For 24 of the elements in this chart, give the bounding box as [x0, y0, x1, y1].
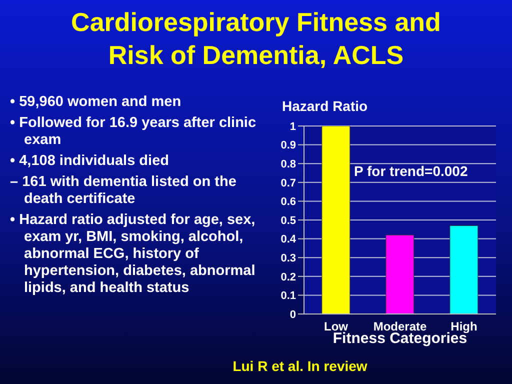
y-tick-label: 0.8	[280, 158, 296, 171]
bar	[450, 225, 478, 314]
text: – 161 with dementia listed on the death certificate	[10, 174, 238, 208]
y-tick-label: 0	[290, 308, 296, 321]
y-tick-label: 0.2	[280, 271, 296, 284]
y-tick-label: 0.1	[280, 290, 296, 302]
y-tick-label: 0.7	[280, 177, 296, 190]
y-tick-label: 0.4	[280, 234, 297, 246]
y-tick-label: 1	[290, 120, 296, 133]
x-tick-label: Moderate	[373, 320, 427, 334]
y-tick-label: 0.3	[280, 252, 296, 265]
bar	[322, 126, 350, 314]
text: • 4,108 individuals died	[10, 153, 170, 170]
y-tick-label: 0.9	[280, 140, 296, 152]
text: Lui R et al. In review	[232, 358, 368, 374]
chart-title: Cardiorespiratory Fitness and Risk of Dementia, ACLS	[70, 6, 442, 72]
text: • 59,960 women and men	[10, 94, 182, 111]
y-tick-label: 0.5	[280, 214, 296, 227]
y-tick-label: 0.6	[280, 196, 296, 208]
y-axis-title: Hazard Ratio	[282, 98, 368, 114]
bar	[386, 234, 414, 314]
text: • Hazard ratio adjusted for age, sex, exam yr, BMI, smoking, alcohol, abnormal ECG, history of hypertension, diabetes, abnormal lipids, and health status	[10, 212, 256, 297]
text: • Followed for 16.9 years after clinic exam	[10, 115, 258, 149]
annotation: P for trend=0.002	[354, 163, 468, 179]
